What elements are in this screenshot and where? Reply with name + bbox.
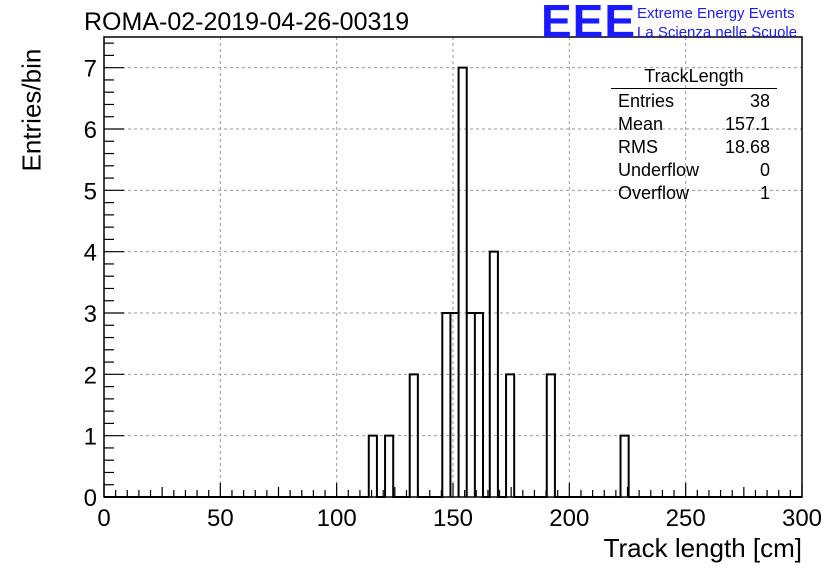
stats-value: 1 (759, 183, 770, 203)
y-tick-label: 5 (84, 178, 97, 205)
histogram-outline (104, 66, 802, 498)
histogram-bar (450, 313, 458, 497)
y-tick-label: 1 (84, 424, 97, 451)
stats-label: Mean (618, 114, 664, 134)
x-tick-label: 50 (207, 505, 234, 532)
y-tick-label: 6 (84, 117, 97, 144)
x-tick-label: 100 (317, 505, 357, 532)
stats-row-rms: RMS 18.68 (611, 136, 777, 159)
eee-logo: EEE (541, 0, 637, 47)
stats-row-mean: Mean 157.1 (611, 113, 777, 136)
y-axis-label: Entries/bin (16, 48, 47, 172)
y-tick-label: 7 (84, 56, 97, 83)
stats-row-entries: Entries 38 (611, 90, 777, 113)
x-tick-label: 300 (782, 505, 822, 532)
y-tick-label: 4 (84, 240, 97, 267)
y-tick-label: 0 (84, 485, 97, 512)
stats-label: RMS (618, 137, 658, 157)
stats-value: 38 (749, 91, 770, 111)
x-axis-label: Track length [cm] (603, 533, 802, 563)
y-tick-label: 2 (84, 362, 97, 389)
stats-row-underflow: Underflow 0 (611, 159, 777, 182)
stats-label: Entries (618, 91, 675, 111)
histogram-bar (467, 313, 475, 497)
stats-value: 157.1 (724, 114, 770, 134)
histogram-bar (459, 68, 467, 497)
y-tick-label: 3 (84, 301, 97, 328)
x-tick-label: 250 (666, 505, 706, 532)
stats-label: Underflow (618, 160, 700, 180)
histogram-bar (385, 436, 393, 497)
run-title: ROMA-02-2019-04-26-00319 (84, 8, 410, 36)
logo-caption-line2: La Scienza nelle Scuole (637, 24, 798, 41)
stats-row-overflow: Overflow 1 (611, 182, 777, 205)
histogram-bar (442, 313, 450, 497)
stats-title: TrackLength (611, 66, 777, 89)
histogram-bar (369, 436, 377, 497)
stats-label: Overflow (618, 183, 690, 203)
x-tick-label: 0 (97, 505, 110, 532)
stats-box: TrackLength Entries 38 Mean 157.1 RMS 18… (611, 66, 777, 205)
x-tick-label: 200 (549, 505, 589, 532)
stats-value: 0 (759, 160, 770, 180)
stats-value: 18.68 (724, 137, 770, 157)
logo-caption-line1: Extreme Energy Events (637, 5, 795, 22)
logo-caption: Extreme Energy Events La Scienza nelle S… (637, 4, 797, 42)
histogram-bar (475, 313, 483, 497)
x-tick-label: 150 (433, 505, 473, 532)
